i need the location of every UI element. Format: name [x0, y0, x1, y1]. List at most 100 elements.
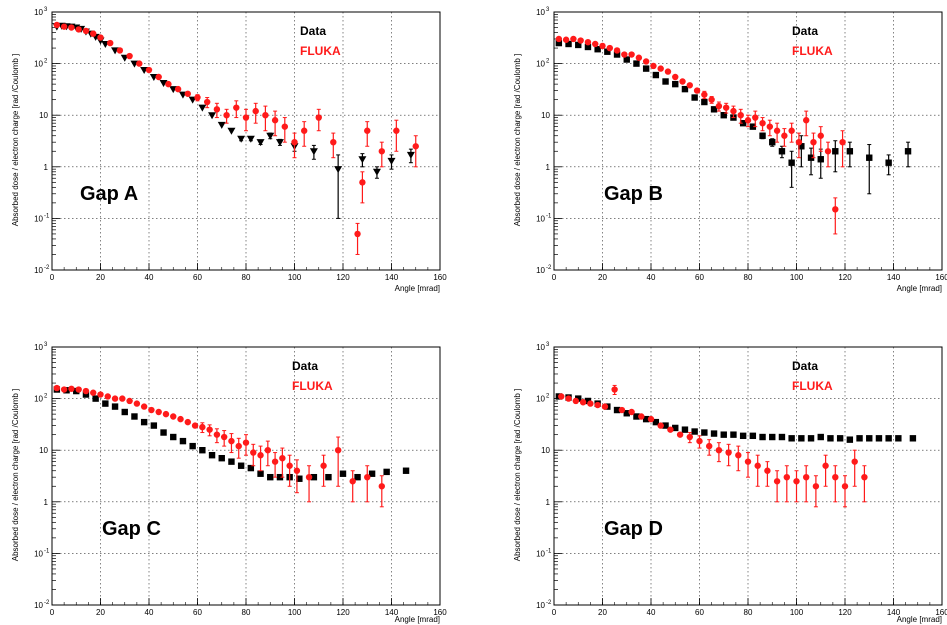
- y-tick-exponent: 3: [546, 7, 550, 13]
- fluka-point: [134, 400, 140, 406]
- fluka-point: [54, 385, 60, 391]
- fluka-point: [672, 74, 678, 80]
- data-point: [257, 471, 263, 477]
- gap-d-legend-fluka: FLUKA: [792, 379, 833, 393]
- gap-c-legend-data: Data: [292, 359, 318, 373]
- fluka-point: [755, 463, 761, 469]
- y-tick-exponent: 2: [44, 394, 48, 400]
- fluka-point: [75, 26, 81, 32]
- fluka-point: [679, 78, 685, 84]
- fluka-point: [83, 28, 89, 34]
- fluka-point: [206, 426, 212, 432]
- data-point: [759, 133, 765, 139]
- data-point: [876, 435, 882, 441]
- data-point: [160, 429, 166, 435]
- fluka-point: [803, 117, 809, 123]
- fluka-point: [818, 133, 824, 139]
- y-tick-label: 10: [536, 601, 545, 610]
- y-tick-exponent: 3: [44, 342, 48, 348]
- fluka-point: [286, 463, 292, 469]
- x-tick-label: 20: [598, 608, 607, 617]
- data-point: [238, 463, 244, 469]
- fluka-point: [852, 458, 858, 464]
- y-tick-label: 10: [34, 601, 43, 610]
- fluka-point: [767, 123, 773, 129]
- data-point: [199, 447, 205, 453]
- fluka-point: [730, 108, 736, 114]
- y-tick-label: 10: [34, 395, 43, 404]
- x-tick-label: 60: [193, 273, 202, 282]
- fluka-point: [117, 47, 123, 53]
- fluka-point: [563, 37, 569, 43]
- x-tick-label: 100: [790, 273, 804, 282]
- data-point: [750, 433, 756, 439]
- data-point: [653, 72, 659, 78]
- data-point: [837, 435, 843, 441]
- data-point: [672, 81, 678, 87]
- y-tick-label: 10: [536, 395, 545, 404]
- fluka-point: [774, 128, 780, 134]
- fluka-point: [136, 60, 142, 66]
- y-tick-exponent: -2: [546, 600, 552, 606]
- fluka-point: [214, 106, 220, 112]
- data-point: [112, 403, 118, 409]
- fluka-point: [677, 431, 683, 437]
- fluka-point: [658, 65, 664, 71]
- gap-a-label: Gap A: [80, 183, 138, 205]
- fluka-point: [725, 449, 731, 455]
- plot-area: 0 20 40 60 80 100 120 140 16010 -210 -1110102103: [536, 7, 947, 282]
- data-point: [740, 433, 746, 439]
- fluka-point: [607, 45, 613, 51]
- data-point: [325, 474, 331, 480]
- fluka-point: [796, 139, 802, 145]
- fluka-point: [810, 139, 816, 145]
- fluka-point: [628, 51, 634, 57]
- fluka-point: [61, 23, 67, 29]
- fluka-point: [687, 82, 693, 88]
- x-tick-label: 80: [242, 273, 251, 282]
- y-tick-label: 1: [44, 163, 49, 172]
- fluka-point: [745, 117, 751, 123]
- fluka-point: [177, 416, 183, 422]
- data-point: [228, 458, 234, 464]
- data-point: [180, 438, 186, 444]
- fluka-point: [759, 120, 765, 126]
- y-tick-label: 10: [39, 111, 48, 120]
- fluka-point: [694, 87, 700, 93]
- x-tick-label: 100: [790, 608, 804, 617]
- data-point: [633, 60, 639, 66]
- fluka-point: [97, 391, 103, 397]
- y-tick-label: 10: [34, 549, 43, 558]
- fluka-point: [306, 474, 312, 480]
- fluka-point: [580, 399, 586, 405]
- fluka-point: [832, 206, 838, 212]
- gap-c-x-axis-title: Angle [mrad]: [395, 615, 440, 624]
- data-point: [189, 443, 195, 449]
- fluka-point: [90, 30, 96, 36]
- data-point: [701, 429, 707, 435]
- x-tick-label: 0: [552, 608, 557, 617]
- fluka-point: [221, 434, 227, 440]
- fluka-point: [558, 393, 564, 399]
- gap-c-y-axis-title: Absorbed dose / electron charge [rad /Co…: [11, 389, 20, 562]
- fluka-point: [272, 458, 278, 464]
- y-tick-exponent: 2: [546, 394, 550, 400]
- data-point: [141, 419, 147, 425]
- fluka-point: [112, 395, 118, 401]
- fluka-point: [156, 409, 162, 415]
- data-point: [701, 99, 707, 105]
- fluka-point: [97, 34, 103, 40]
- data-point: [643, 65, 649, 71]
- y-tick-exponent: -1: [546, 213, 552, 219]
- fluka-point: [587, 400, 593, 406]
- data-point: [905, 148, 911, 154]
- fluka-point: [68, 24, 74, 30]
- fluka-point: [105, 393, 111, 399]
- y-tick-label: 1: [546, 163, 551, 172]
- data-point: [219, 455, 225, 461]
- fluka-point: [738, 112, 744, 118]
- y-tick-label: 10: [34, 60, 43, 69]
- x-tick-label: 0: [552, 273, 557, 282]
- data-point: [383, 469, 389, 475]
